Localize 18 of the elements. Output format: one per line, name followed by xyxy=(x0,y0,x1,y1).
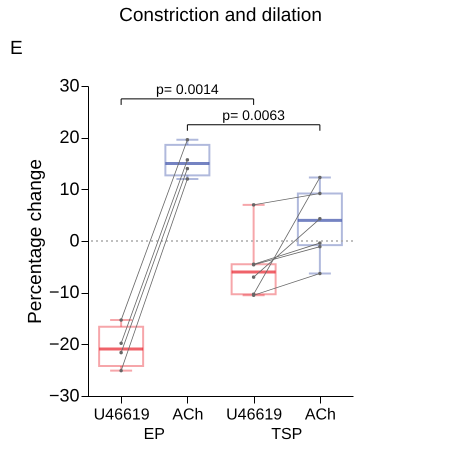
y-tick-label: −30 xyxy=(48,386,80,406)
x-tick-label: U46619 xyxy=(226,406,282,424)
text: E xyxy=(10,38,23,59)
y-tick-label: 10 xyxy=(59,178,80,199)
text: TSP xyxy=(271,426,302,443)
annotation: p= 0.0063 xyxy=(222,106,286,123)
y-tick-label: −10 xyxy=(48,282,80,302)
x-tick-label: ACh xyxy=(172,406,204,424)
y-tick-label: 30 xyxy=(59,76,80,96)
y-tick-label: 20 xyxy=(59,127,80,148)
x-tick-label: ACh xyxy=(304,406,336,424)
y-axis-title: Percentage change xyxy=(24,159,46,324)
y-tick-label: −20 xyxy=(48,334,80,354)
x-tick-label: U46619 xyxy=(94,406,150,424)
annotation: p= 0.0014 xyxy=(156,80,219,97)
text: EP xyxy=(144,426,165,443)
chart-title: Constriction and dilation xyxy=(119,5,322,26)
y-tick-label: 0 xyxy=(69,230,80,250)
